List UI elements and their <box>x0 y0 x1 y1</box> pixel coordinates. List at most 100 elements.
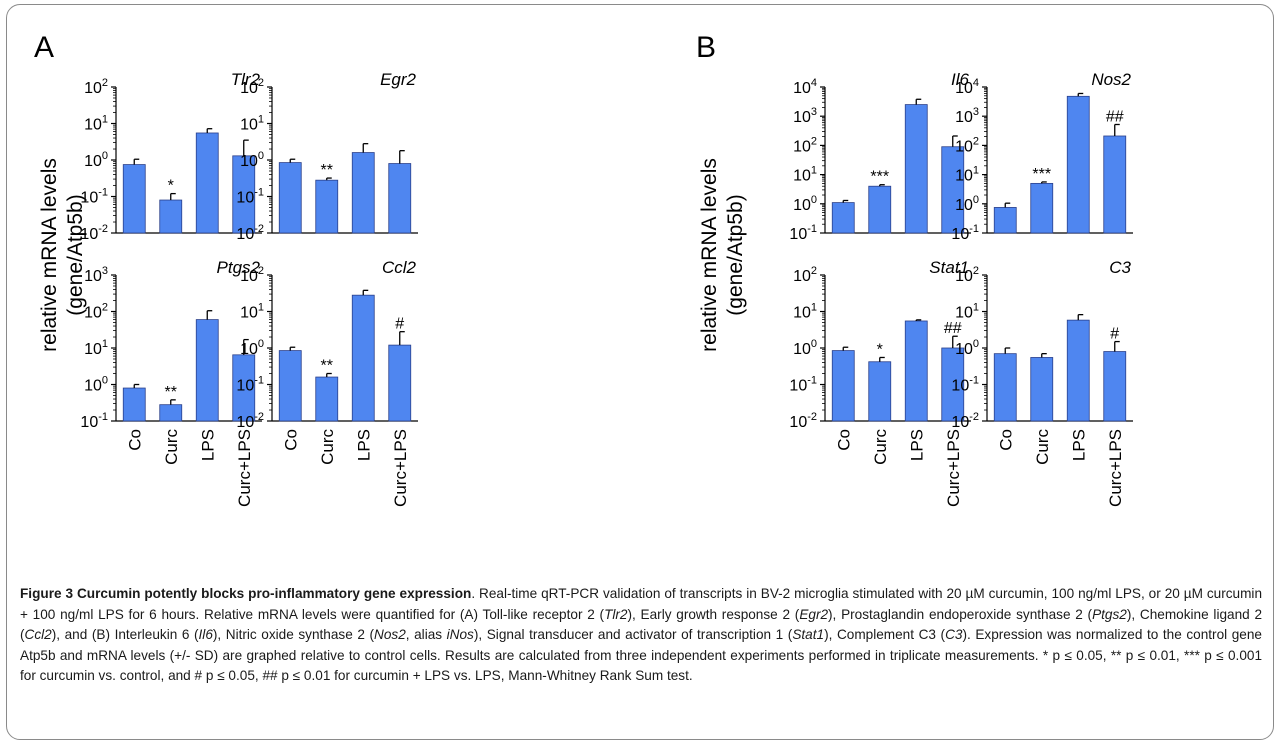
caption-text: . Real-time qRT-PCR validation of transc… <box>20 586 1262 622</box>
y-tick-label: 100 <box>240 150 264 170</box>
caption-text: ), Prostaglandin endoperoxide synthase 2… <box>828 606 1093 622</box>
bar-curc <box>868 361 892 422</box>
figure-frame <box>6 4 1274 740</box>
bar-lps <box>1066 95 1090 234</box>
caption-gene-symbol: Stat1 <box>792 627 825 643</box>
y-tick-label: 102 <box>240 265 264 285</box>
y-tick-label: 101 <box>955 302 979 322</box>
x-tick-label: LPS <box>1069 429 1088 461</box>
bar-curc <box>159 404 183 422</box>
y-tick-label: 101 <box>955 165 979 185</box>
chart-c3: 10-2 10-1 100 101 102 C3 Co Curc LPS # Curc+LPS <box>951 258 1133 507</box>
y-axis-title-b: relative mRNA levels (gene/Atp5b) <box>698 158 747 352</box>
bar-lps <box>195 132 219 234</box>
y-tick-label: 10-1 <box>236 187 264 207</box>
bar-lps <box>904 104 928 234</box>
y-tick-label: 101 <box>84 338 108 358</box>
significance-mark: ** <box>165 384 177 401</box>
caption-text: ). Expression was normalized to the cont… <box>20 627 1262 684</box>
caption-gene-symbol: Tlr2 <box>604 606 628 622</box>
chart-title: Egr2 <box>380 70 416 89</box>
y-tick-label: 101 <box>793 302 817 322</box>
y-tick-label: 102 <box>955 265 979 285</box>
x-tick-label: LPS <box>198 429 217 461</box>
bar-curc <box>1030 357 1054 422</box>
y-tick-label: 10-1 <box>80 187 108 207</box>
y-tick-label: 103 <box>84 265 108 285</box>
figure-caption: Figure 3 Curcumin potently blocks pro-in… <box>20 584 1262 687</box>
y-axis-title-a: relative mRNA levels (gene/Atp5b) <box>38 158 87 352</box>
caption-text: ), Early growth response 2 ( <box>627 606 800 622</box>
bar-co <box>993 353 1017 422</box>
y-tick-label: 100 <box>240 338 264 358</box>
significance-mark: *** <box>870 169 889 186</box>
y-tick-label: 104 <box>793 77 817 97</box>
y-tick-label: 10-1 <box>951 375 979 395</box>
x-tick-label: Curc+LPS <box>391 429 410 507</box>
caption-text: ), Signal transducer and activator of tr… <box>473 627 793 643</box>
chart-title: Stat1 <box>929 258 969 277</box>
y-tick-label: 10-1 <box>80 411 108 431</box>
y-tick-label: 102 <box>84 77 108 97</box>
y-tick-label: 10-2 <box>951 411 979 431</box>
caption-body: . Real-time qRT-PCR validation of transc… <box>20 586 1262 683</box>
caption-gene-symbol: Ccl2 <box>24 627 52 643</box>
y-tick-label: 10-2 <box>236 223 264 243</box>
y-tick-label: 10-2 <box>80 223 108 243</box>
chart-title: Il6 <box>951 70 970 89</box>
bar-curc <box>1030 182 1054 234</box>
significance-mark: # <box>395 316 404 333</box>
x-tick-label: Curc <box>1033 429 1052 465</box>
bar-lps <box>351 294 375 422</box>
bar-curc <box>315 179 339 234</box>
bar-curc-lps <box>1103 135 1127 234</box>
bar-co <box>831 350 855 422</box>
y-axis-title-line2: (gene/Atp5b) <box>724 194 747 315</box>
y-tick-label: 10-2 <box>236 411 264 431</box>
y-tick-label: 10-2 <box>789 411 817 431</box>
bar-curc-lps <box>388 344 412 422</box>
x-tick-label: Curc+LPS <box>235 429 254 507</box>
significance-mark: # <box>1110 326 1119 343</box>
caption-label: Figure 3 Curcumin potently blocks pro-in… <box>20 586 472 601</box>
panel-letter-a: A <box>34 31 54 64</box>
y-axis-title-line1: relative mRNA levels <box>698 158 721 352</box>
y-tick-label: 103 <box>793 106 817 126</box>
bar-lps <box>1066 319 1090 422</box>
y-tick-label: 102 <box>84 302 108 322</box>
y-tick-label: 100 <box>793 338 817 358</box>
x-tick-label: Co <box>834 429 853 451</box>
bar-curc-lps <box>941 146 965 234</box>
y-tick-label: 100 <box>793 194 817 214</box>
y-tick-label: 10-1 <box>236 375 264 395</box>
chart-title: C3 <box>1109 258 1131 277</box>
x-tick-label: Curc+LPS <box>1106 429 1125 507</box>
x-tick-label: Curc <box>162 429 181 465</box>
y-tick-label: 101 <box>84 114 108 134</box>
bar-curc <box>868 185 892 234</box>
chart-title: Nos2 <box>1091 70 1131 89</box>
x-tick-label: Co <box>996 429 1015 451</box>
chart-il6: 10-1 100 101 102 103 104 Il6 *** <box>789 70 971 243</box>
x-tick-label: Curc <box>871 429 890 465</box>
significance-mark: *** <box>1032 166 1051 183</box>
caption-text: ), Nitric oxide synthase 2 ( <box>212 627 375 643</box>
bar-co <box>278 162 302 234</box>
x-tick-label: Curc <box>318 429 337 465</box>
chart-egr2: 10-2 10-1 100 101 102 Egr2 ** <box>236 70 418 243</box>
caption-gene-symbol: C3 <box>945 627 963 643</box>
y-tick-label: 102 <box>793 265 817 285</box>
y-tick-label: 104 <box>955 77 979 97</box>
chart-stat1: 10-2 10-1 100 101 102 Stat1 Co * Curc LPS ## Curc+L… <box>789 258 971 507</box>
chart-title: Ccl2 <box>382 258 417 277</box>
y-tick-label: 103 <box>955 106 979 126</box>
bar-lps <box>195 319 219 422</box>
caption-gene-symbol: Nos2 <box>374 627 406 643</box>
caption-text: , alias <box>405 627 447 643</box>
x-tick-label: LPS <box>907 429 926 461</box>
bar-lps <box>904 320 928 422</box>
chart-ccl2: 10-2 10-1 100 101 102 Ccl2 Co ** Curc LPS # Curc+LP… <box>236 258 418 507</box>
significance-mark: ## <box>1106 108 1124 125</box>
bar-co <box>278 350 302 422</box>
chart-title: Ptgs2 <box>217 258 261 277</box>
